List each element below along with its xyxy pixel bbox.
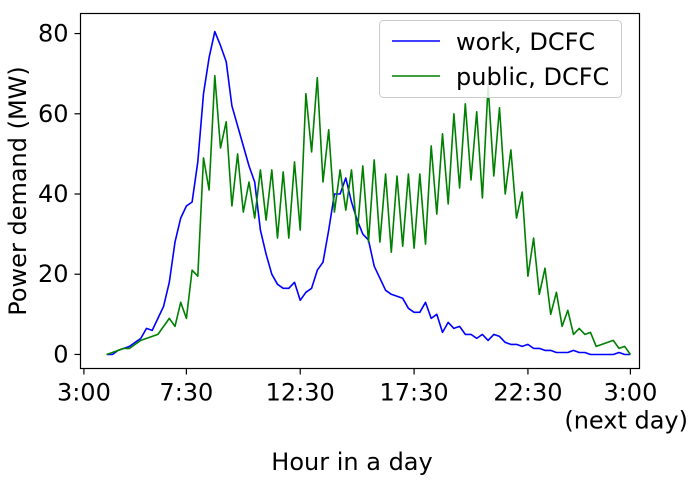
legend: work, DCFC public, DCFC	[379, 20, 622, 98]
y-tick-label: 40	[38, 180, 69, 208]
y-tick-label: 20	[38, 260, 69, 288]
x-tick-label: 3:00	[603, 379, 657, 407]
y-axis-title: Power demand (MW)	[4, 66, 32, 316]
legend-label-public-dcfc: public, DCFC	[456, 63, 609, 91]
x-tick-label: (next day)	[564, 407, 688, 435]
x-tick-label: 3:00	[57, 379, 111, 407]
x-tick-label: 22:30	[493, 379, 562, 407]
x-axis-title: Hour in a day	[271, 448, 432, 476]
plot-area-frame	[79, 12, 641, 370]
y-tick-label: 0	[53, 340, 68, 368]
x-axis-ticks: 3:00 7:30 12:30 17:30 22:30 3:00(next day)	[57, 368, 688, 435]
x-tick-label: 12:30	[266, 379, 335, 407]
series-line-public-dcfc	[106, 74, 632, 356]
y-tick-label: 60	[38, 100, 69, 128]
legend-box	[379, 20, 622, 98]
series-layer	[106, 30, 632, 356]
y-axis-ticks: 0 20 40 60 80	[38, 20, 81, 368]
x-tick-label: 7:30	[159, 379, 213, 407]
legend-label-work-dcfc: work, DCFC	[456, 28, 595, 56]
x-tick-label: 17:30	[379, 379, 448, 407]
y-tick-label: 80	[38, 20, 69, 48]
